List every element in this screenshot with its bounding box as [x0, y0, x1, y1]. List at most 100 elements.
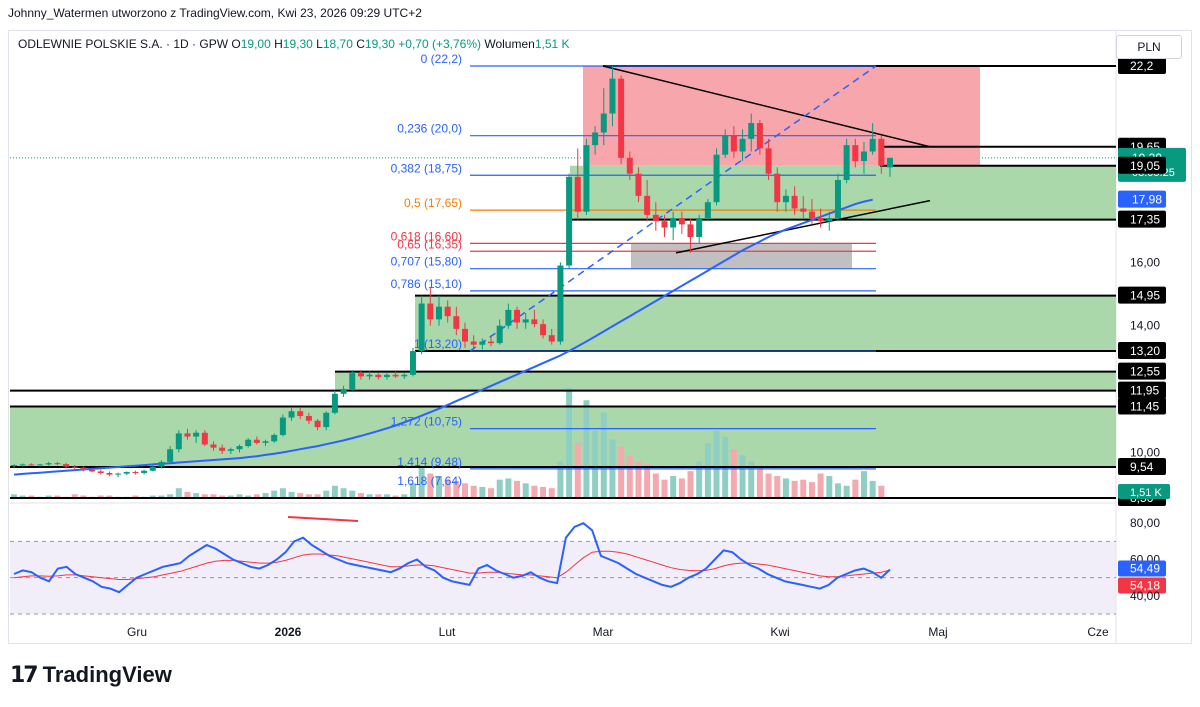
candle [782, 189, 789, 212]
candle-body [89, 469, 96, 472]
candle-body [661, 221, 668, 228]
candle [106, 471, 113, 477]
high-value: 19,30 [282, 37, 313, 51]
candle-body [600, 113, 607, 133]
candle-body [11, 465, 17, 467]
symbol-name[interactable]: ODLEWNIE POLSKIE S.A. · 1D · GPW [18, 37, 229, 51]
volume-bar [843, 485, 850, 498]
time-tick-label: 2026 [275, 625, 302, 639]
volume-bar [45, 495, 52, 498]
volume-bar [860, 471, 867, 498]
fib-label: 1,414 (9,48) [397, 455, 462, 469]
candle-body [54, 463, 61, 465]
fib-label: 0 (22,2) [421, 52, 462, 66]
candle-body [418, 303, 425, 352]
candle-body [201, 432, 208, 445]
candle-body [566, 176, 573, 266]
time-tick-label: Maj [928, 625, 947, 639]
candle [670, 211, 677, 241]
candle-body [843, 145, 850, 181]
volume-bar [297, 493, 304, 498]
volume-bar [401, 494, 408, 498]
volume-label: Wolumen [484, 37, 535, 51]
candle [297, 408, 304, 420]
tradingview-logo[interactable]: 17 TradingView [10, 662, 172, 688]
candle [678, 211, 685, 234]
volume-bar [808, 482, 815, 498]
candle-body [167, 449, 174, 462]
candle [696, 214, 703, 244]
candle-body [583, 145, 590, 212]
volume-bar [54, 495, 61, 498]
close-value: 19,30 [364, 37, 395, 51]
volume-bar [774, 476, 781, 498]
candle [167, 446, 174, 464]
chart-frame [8, 30, 1192, 644]
candle [887, 157, 893, 177]
fib-label: 1 (13,20) [414, 337, 462, 351]
volume-bar [678, 478, 685, 498]
candle [262, 439, 269, 447]
candle-body [323, 412, 330, 428]
candle-body [878, 138, 885, 166]
candle [878, 135, 885, 174]
candle-body [722, 135, 729, 155]
candle-body [704, 202, 711, 219]
volume-bar [644, 463, 651, 498]
candle-body [548, 335, 555, 342]
candle [774, 167, 781, 212]
candle [730, 126, 737, 158]
volume-bar [514, 480, 521, 498]
volume-bar [323, 490, 330, 498]
volume-bar [453, 480, 460, 498]
fib-label: 0,65 (16,35) [397, 237, 462, 251]
rsi-badge [1118, 560, 1166, 577]
level-value: 9,54 [1130, 460, 1154, 474]
candle [444, 300, 451, 323]
fib-label: 0,786 (15,10) [391, 277, 462, 291]
candle [115, 472, 122, 478]
candle-body [514, 309, 521, 323]
candle-body [592, 132, 599, 146]
volume-bar [739, 455, 746, 498]
candle [626, 151, 633, 181]
candle [713, 148, 720, 206]
candle [644, 180, 651, 222]
volume-bar [106, 495, 113, 498]
candle [227, 447, 234, 454]
candle [704, 199, 711, 222]
volume-bar [696, 461, 703, 498]
candle-body [748, 123, 755, 139]
volume-bar [826, 476, 833, 498]
candle-body [756, 123, 763, 149]
candle [383, 373, 390, 380]
candle [600, 88, 607, 146]
candle [19, 463, 26, 467]
candle [661, 214, 668, 238]
candle-body [817, 218, 824, 222]
candle [470, 335, 477, 350]
candle [193, 430, 200, 443]
candle-body [409, 351, 416, 375]
volume-bar [782, 478, 789, 498]
currency-button[interactable]: PLN [1116, 35, 1182, 59]
level-value: 19,05 [1130, 159, 1160, 173]
volume-bar [175, 488, 182, 498]
volume-bar [201, 494, 208, 498]
candle [219, 444, 226, 454]
candle-body [860, 151, 867, 162]
volume-bar [305, 494, 312, 498]
candle-body [609, 78, 616, 114]
candle [574, 148, 581, 220]
trendline-dashed [469, 65, 877, 352]
volume-bar [704, 443, 711, 498]
close-label: C [356, 37, 365, 51]
candle-body [401, 374, 408, 377]
candle-body [453, 316, 460, 329]
volume-badge-value: 1,51 K [1130, 487, 1162, 499]
candle-body [852, 145, 859, 162]
volume-bar [271, 490, 278, 498]
candle [184, 428, 191, 440]
level-value: 11,45 [1130, 399, 1159, 413]
